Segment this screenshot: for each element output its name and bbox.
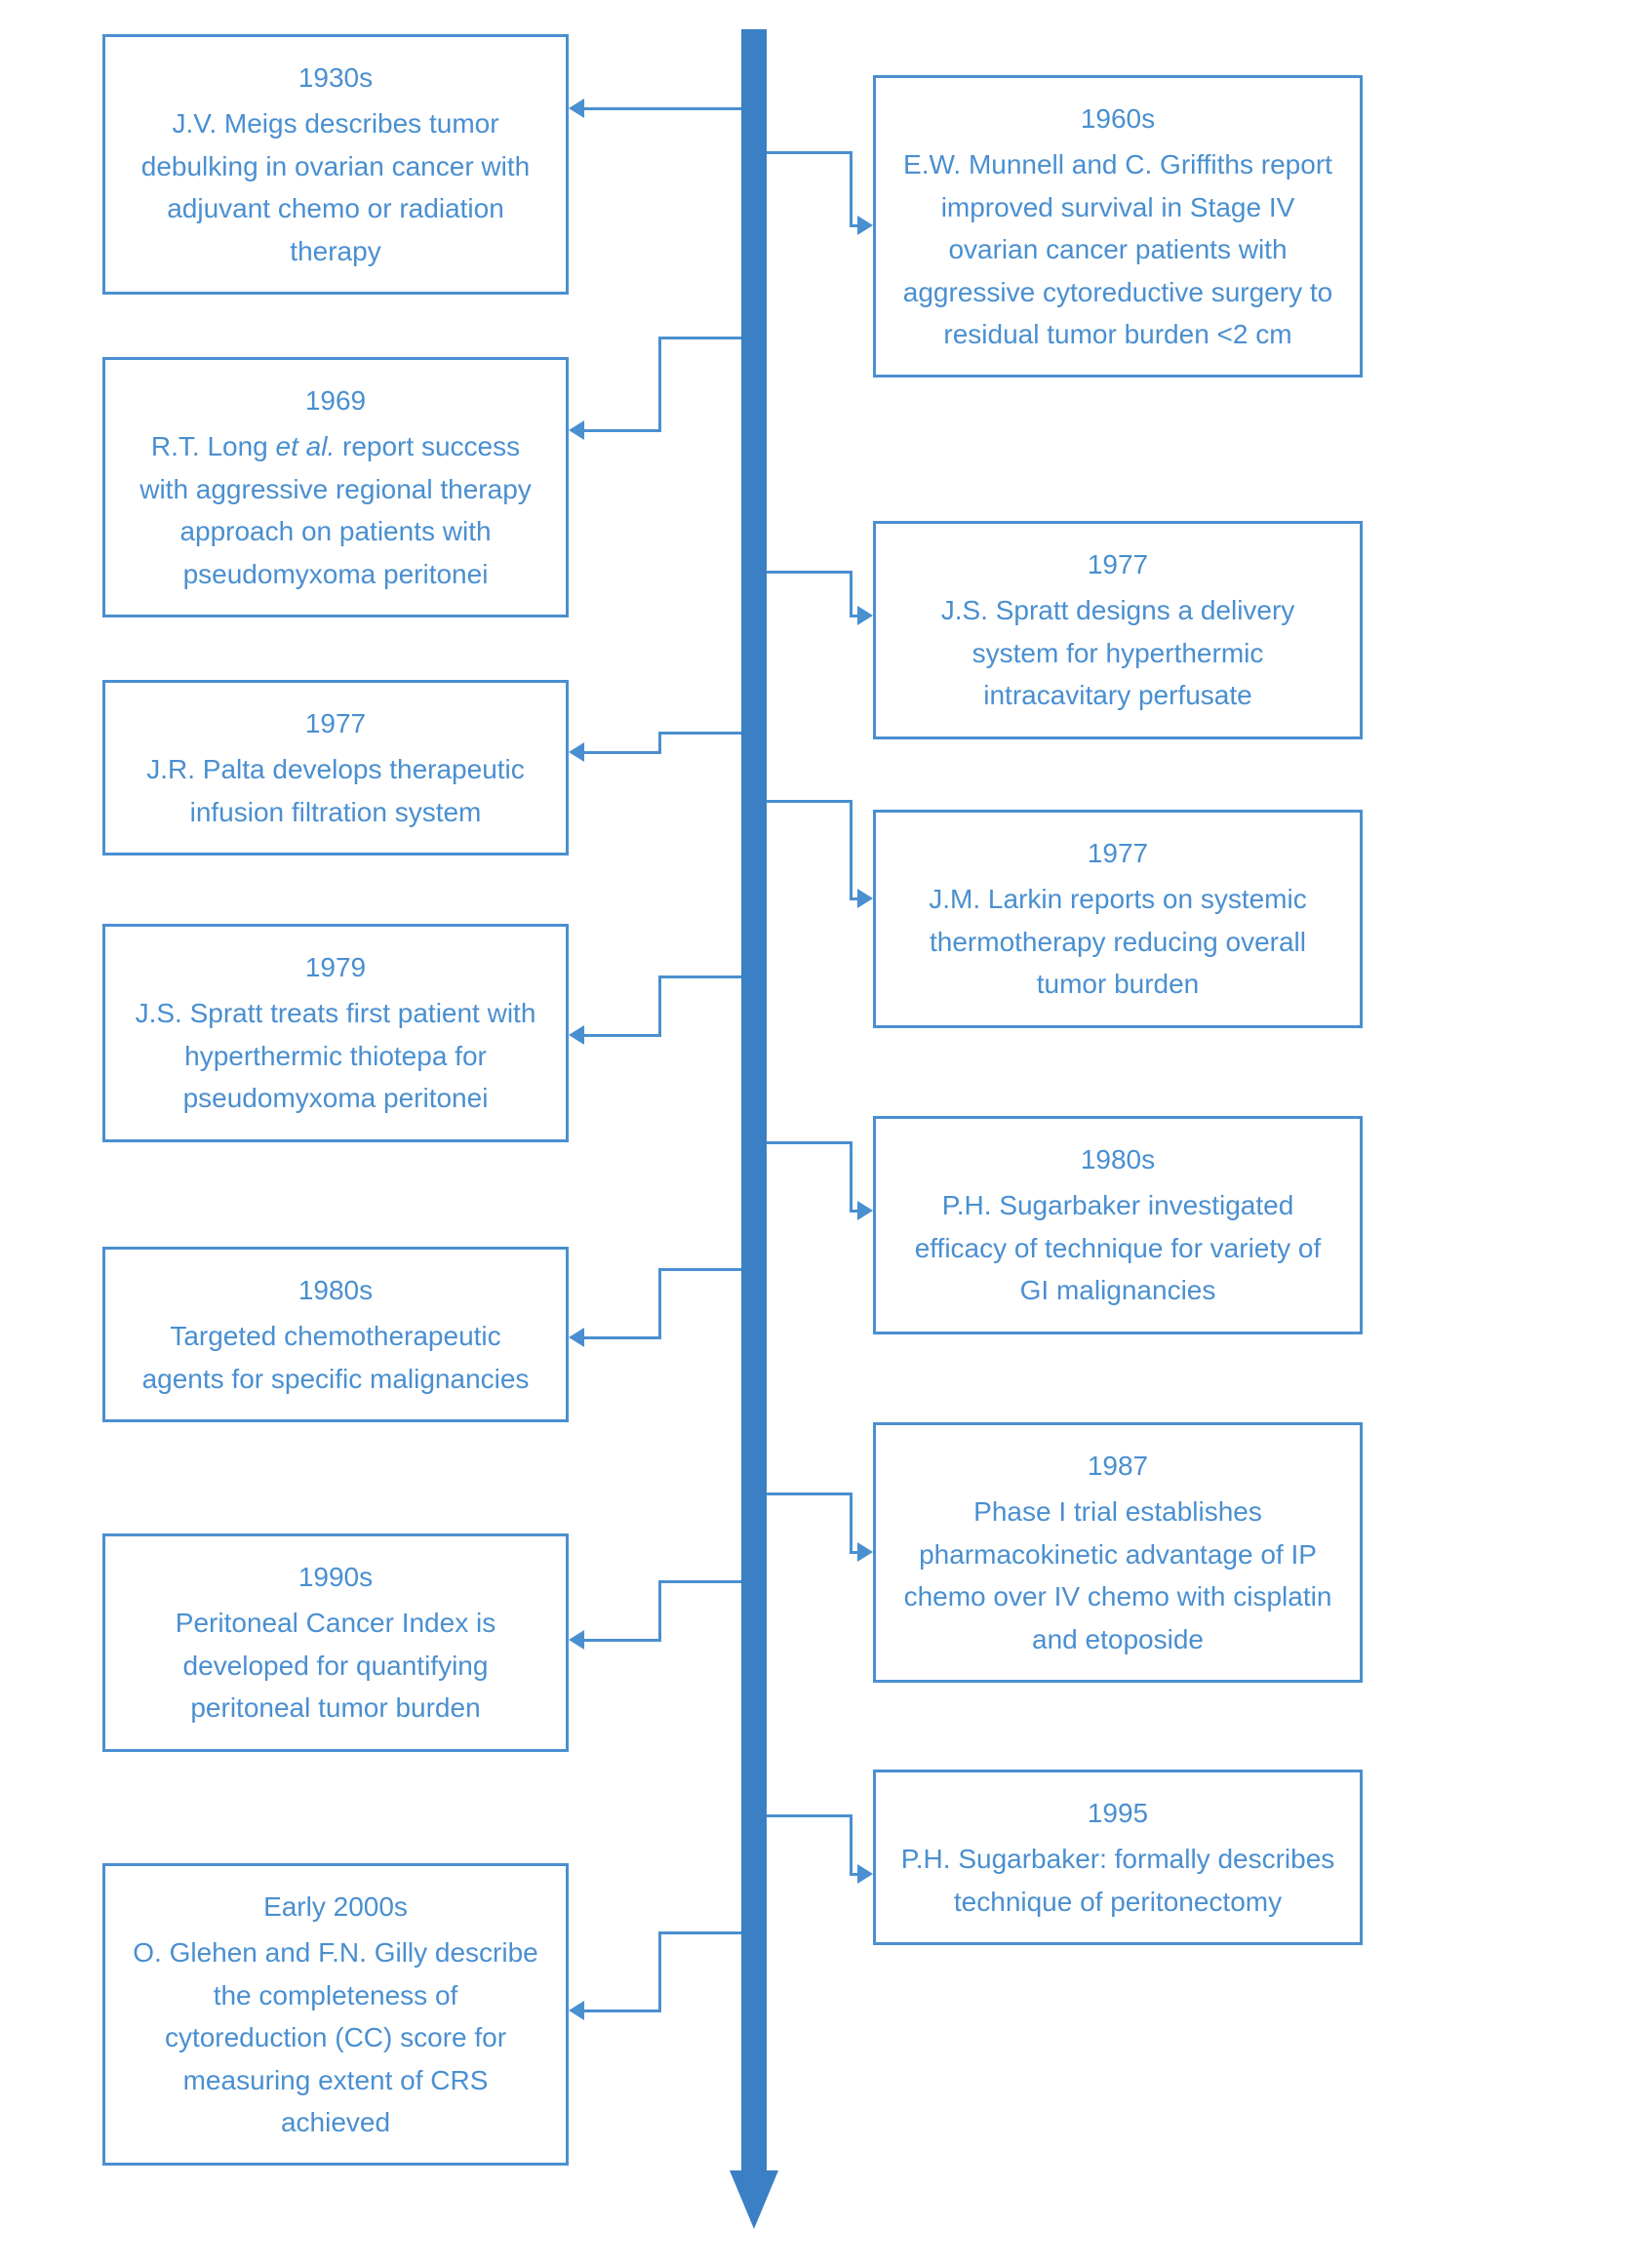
connector-segment bbox=[850, 151, 853, 227]
connector-segment bbox=[658, 107, 741, 110]
timeline-node-text: J.M. Larkin reports on systemic thermoth… bbox=[929, 884, 1306, 999]
timeline-node: 1977 J.R. Palta develops therapeutic infu… bbox=[102, 680, 569, 855]
connector-segment bbox=[658, 975, 741, 978]
connector-arrowhead-icon bbox=[569, 2001, 584, 2020]
timeline-node: 1977 J.S. Spratt designs a delivery syste… bbox=[873, 521, 1363, 739]
timeline-node: 1977 J.M. Larkin reports on systemic ther… bbox=[873, 810, 1363, 1028]
connector-segment bbox=[658, 337, 661, 432]
timeline-node-text: J.R. Palta develops therapeutic infusion… bbox=[146, 754, 525, 826]
connector-segment bbox=[582, 751, 661, 754]
connector-arrowhead-icon bbox=[569, 420, 584, 440]
connector-segment bbox=[658, 1580, 661, 1642]
connector-segment bbox=[658, 1268, 741, 1271]
connector-arrowhead-icon bbox=[569, 1630, 584, 1650]
arrow-shaft bbox=[741, 29, 767, 2175]
connector-segment bbox=[850, 1141, 853, 1213]
connector-segment bbox=[658, 1931, 741, 1934]
connector-arrowhead-icon bbox=[569, 1025, 584, 1045]
connector-segment bbox=[767, 800, 850, 803]
timeline-node-date: 1969 bbox=[129, 379, 542, 421]
timeline-node-date: 1979 bbox=[129, 946, 542, 988]
timeline-node-text: Targeted chemotherapeutic agents for spe… bbox=[142, 1321, 530, 1393]
timeline-node-text: E.W. Munnell and C. Griffiths report imp… bbox=[903, 149, 1332, 349]
timeline-node-date: 1977 bbox=[899, 543, 1336, 585]
timeline-node: 1969 R.T. Long et al. report success with… bbox=[102, 357, 569, 617]
connector-arrowhead-icon bbox=[857, 606, 873, 625]
connector-arrowhead-icon bbox=[857, 1864, 873, 1884]
timeline-node: 1990s Peritoneal Cancer Index is develope… bbox=[102, 1533, 569, 1752]
timeline-node-text: R.T. Long et al. report success with agg… bbox=[139, 431, 532, 588]
connector-segment bbox=[582, 2009, 661, 2012]
connector-arrowhead-icon bbox=[857, 1542, 873, 1562]
timeline-arrow bbox=[730, 29, 778, 2234]
timeline-node-text: J.S. Spratt treats first patient with hy… bbox=[136, 998, 536, 1113]
timeline-node: 1979 J.S. Spratt treats first patient wit… bbox=[102, 924, 569, 1142]
timeline-node-text: Peritoneal Cancer Index is developed for… bbox=[176, 1608, 496, 1723]
timeline-node-date: 1995 bbox=[899, 1792, 1336, 1834]
connector-segment bbox=[767, 1814, 850, 1817]
timeline-node-date: 1987 bbox=[899, 1445, 1336, 1487]
connector-segment bbox=[582, 1034, 661, 1037]
timeline-node-date: 1980s bbox=[899, 1138, 1336, 1180]
connector-segment bbox=[658, 1580, 741, 1583]
connector-arrowhead-icon bbox=[569, 1328, 584, 1347]
connector-arrowhead-icon bbox=[569, 99, 584, 118]
connector-segment bbox=[850, 571, 853, 617]
timeline-node: 1980s P.H. Sugarbaker investigated effica… bbox=[873, 1116, 1363, 1334]
timeline-node-text: J.S. Spratt designs a delivery system fo… bbox=[941, 595, 1295, 710]
timeline-node-text: J.V. Meigs describes tumor debulking in … bbox=[141, 108, 530, 265]
timeline-node-text: P.H. Sugarbaker: formally describes tech… bbox=[901, 1844, 1335, 1916]
connector-segment bbox=[850, 1814, 853, 1876]
connector-segment bbox=[850, 800, 853, 900]
connector-segment bbox=[658, 1268, 661, 1339]
connector-segment bbox=[767, 571, 850, 574]
timeline-node-text: Phase I trial establishes pharmacokineti… bbox=[904, 1496, 1332, 1653]
connector-segment bbox=[658, 337, 741, 339]
timeline-node: 1995 P.H. Sugarbaker: formally describes … bbox=[873, 1770, 1363, 1945]
connector-segment bbox=[767, 151, 850, 154]
connector-segment bbox=[658, 975, 661, 1037]
timeline-node: Early 2000s O. Glehen and F.N. Gilly desc… bbox=[102, 1863, 569, 2166]
connector-segment bbox=[850, 1492, 853, 1554]
connector-arrowhead-icon bbox=[569, 742, 584, 762]
connector-segment bbox=[582, 429, 661, 432]
timeline-node-date: 1977 bbox=[899, 832, 1336, 874]
timeline-node-date: 1977 bbox=[129, 702, 542, 744]
connector-arrowhead-icon bbox=[857, 216, 873, 235]
timeline-node: 1980s Targeted chemotherapeutic agents fo… bbox=[102, 1247, 569, 1422]
timeline-node-text: P.H. Sugarbaker investigated efficacy of… bbox=[915, 1190, 1322, 1305]
timeline-node: 1930s J.V. Meigs describes tumor debulkin… bbox=[102, 34, 569, 295]
timeline-node: 1987 Phase I trial establishes pharmacoki… bbox=[873, 1422, 1363, 1683]
connector-segment bbox=[582, 107, 661, 110]
timeline-node-date: Early 2000s bbox=[129, 1886, 542, 1928]
connector-arrowhead-icon bbox=[857, 889, 873, 908]
timeline-node-date: 1990s bbox=[129, 1556, 542, 1598]
timeline-node-date: 1930s bbox=[129, 57, 542, 99]
connector-segment bbox=[658, 1931, 661, 2012]
connector-segment bbox=[767, 1492, 850, 1495]
timeline-node-text: O. Glehen and F.N. Gilly describe the co… bbox=[133, 1937, 538, 2137]
timeline-node-date: 1980s bbox=[129, 1269, 542, 1311]
connector-segment bbox=[582, 1336, 661, 1339]
connector-segment bbox=[582, 1639, 661, 1642]
arrow-head-icon bbox=[730, 2170, 778, 2229]
connector-segment bbox=[658, 732, 741, 735]
connector-arrowhead-icon bbox=[857, 1201, 873, 1220]
timeline-node-date: 1960s bbox=[899, 98, 1336, 139]
connector-segment bbox=[767, 1141, 850, 1144]
timeline-node: 1960s E.W. Munnell and C. Griffiths repor… bbox=[873, 75, 1363, 378]
